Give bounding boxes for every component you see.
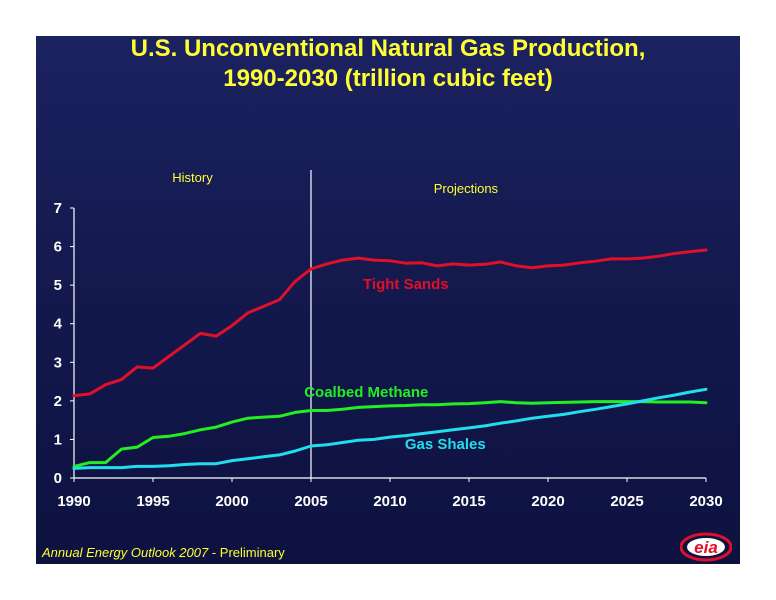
x-tick-label: 2025: [610, 493, 643, 510]
series-label-coalbed-methane: Coalbed Methane: [304, 384, 428, 401]
eia-logo-text: eia: [694, 538, 718, 557]
series-line-tight-sands: [72, 248, 708, 398]
y-tick-label: 6: [54, 239, 62, 256]
x-tick-label: 2010: [373, 493, 406, 510]
y-tick-label: 0: [54, 470, 62, 487]
x-tick-label: 2005: [294, 493, 327, 510]
x-tick-label: 2030: [689, 493, 722, 510]
eia-logo-icon: eia: [679, 532, 733, 562]
footer-suffix: - Preliminary: [208, 545, 285, 560]
axes: [70, 207, 707, 482]
x-tick-label: 2015: [452, 493, 485, 510]
footer-source: Annual Energy Outlook 2007 - Preliminary: [42, 545, 285, 560]
footer-publication: Annual Energy Outlook 2007: [42, 545, 209, 560]
series-line-coalbed-methane: [72, 400, 708, 468]
slide-background: [36, 36, 740, 564]
y-tick-label: 4: [54, 316, 63, 333]
x-tick-label: 1995: [136, 493, 169, 510]
series-labels: Tight Sands Coalbed Methane Gas Shales: [304, 276, 486, 453]
y-tick-label: 5: [54, 277, 62, 294]
eia-logo: eia: [679, 532, 733, 562]
x-tick-label: 2000: [215, 493, 248, 510]
title-line-2: 1990-2030 (trillion cubic feet): [223, 65, 553, 92]
x-tick-label: 1990: [57, 493, 90, 510]
title-line-1: U.S. Unconventional Natural Gas Producti…: [130, 35, 646, 62]
y-tick-label: 7: [54, 200, 62, 217]
series-line-gas-shales: [72, 387, 708, 470]
x-tick-label: 2020: [531, 493, 564, 510]
series-label-tight-sands: Tight Sands: [363, 276, 449, 293]
y-tick-label: 2: [54, 393, 62, 410]
tick-labels: 0 1 2 3 4 5 6 7 1990 1995 2000 2005 2010 2015 2020 2025…: [54, 200, 723, 510]
projections-label: Projections: [434, 181, 499, 196]
chart-title: U.S. Unconventional Natural Gas Producti…: [0, 34, 776, 94]
history-label: History: [172, 170, 213, 185]
y-tick-label: 3: [54, 354, 62, 371]
y-tick-label: 1: [54, 431, 62, 448]
series-label-gas-shales: Gas Shales: [405, 436, 486, 453]
series-lines: [72, 248, 708, 470]
